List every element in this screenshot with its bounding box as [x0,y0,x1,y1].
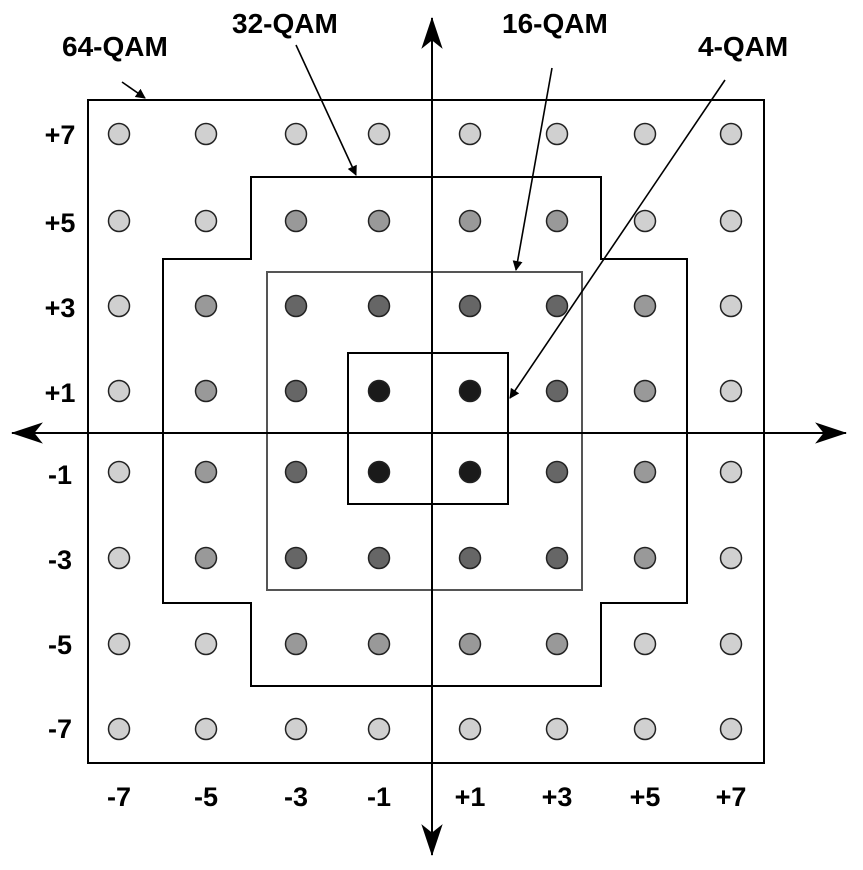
x-tick-label: +3 [542,782,573,812]
constellation-point [284,632,308,656]
constellation-point [107,717,131,741]
constellation-point [194,546,218,570]
constellation-point [633,209,657,233]
constellation-point [367,460,391,484]
x-tick-label: -1 [367,782,391,812]
y-tick-labels: +7 +5 +3 +1 -1 -3 -5 -7 [45,120,76,744]
constellation-point [719,209,743,233]
constellation-point [719,294,743,318]
constellation-point [633,632,657,656]
qam16-label: 16-QAM [502,8,608,39]
qam4-boundary [347,352,509,505]
constellation-point [194,379,218,403]
constellation-point [458,546,482,570]
constellation-point [545,122,569,146]
qam32-label: 32-QAM [232,8,338,39]
constellation-points [107,122,743,741]
constellation-point [458,717,482,741]
constellation-point [545,546,569,570]
constellation-point [545,209,569,233]
constellation-point [458,122,482,146]
constellation-point [107,632,131,656]
x-tick-label: +1 [455,782,486,812]
constellation-point [194,209,218,233]
constellation-point [545,294,569,318]
constellation-point [194,294,218,318]
constellation-point [633,122,657,146]
constellation-point [194,717,218,741]
constellation-point [633,546,657,570]
constellation-point [284,294,308,318]
constellation-point [458,294,482,318]
y-tick-label: -1 [48,460,72,490]
x-tick-labels: -7 -5 -3 -1 +1 +3 +5 +7 [107,782,746,812]
y-tick-label: -3 [48,545,72,575]
constellation-point [458,632,482,656]
constellation-point [194,632,218,656]
constellation-point [719,546,743,570]
y-tick-label: +5 [45,208,76,238]
constellation-point [719,460,743,484]
constellation-point [545,632,569,656]
constellation-point [545,717,569,741]
y-tick-label: -5 [48,630,72,660]
qam32-pointer [295,44,357,176]
constellation-point [367,546,391,570]
constellation-point [367,294,391,318]
constellation-point [107,294,131,318]
qam64-boundary [87,99,765,764]
qam16-boundary [266,271,583,591]
constellation-point [107,460,131,484]
constellation-point [719,717,743,741]
constellation-point [545,379,569,403]
constellation-point [458,209,482,233]
constellation-point [284,379,308,403]
y-tick-label: -7 [48,714,72,744]
constellation-point [367,379,391,403]
constellation-point [719,632,743,656]
constellation-point [284,209,308,233]
constellation-point [284,717,308,741]
qam64-label: 64-QAM [62,31,168,62]
constellation-point [284,122,308,146]
constellation-point [107,209,131,233]
constellation-point [719,122,743,146]
constellation-point [719,379,743,403]
constellation-point [284,460,308,484]
constellation-point [194,460,218,484]
y-tick-label: +1 [45,378,76,408]
constellation-point [367,122,391,146]
qam16-pointer [512,67,553,271]
constellation-point [633,717,657,741]
constellation-point [633,460,657,484]
constellation-point [367,632,391,656]
y-tick-label: +3 [45,293,76,323]
constellation-point [194,122,218,146]
constellation-point [458,379,482,403]
x-tick-label: -7 [107,782,131,812]
qam4-label: 4-QAM [698,31,788,62]
y-tick-label: +7 [45,120,76,150]
x-tick-label: -5 [194,782,218,812]
constellation-point [633,379,657,403]
constellation-point [284,546,308,570]
constellation-point [107,379,131,403]
constellation-point [107,122,131,146]
constellation-point [367,209,391,233]
constellation-point [107,546,131,570]
constellation-point [633,294,657,318]
x-tick-label: -3 [284,782,308,812]
constellation-point [367,717,391,741]
qam32-boundary [162,176,688,687]
constellation-point [545,460,569,484]
x-tick-label: +7 [716,782,747,812]
qam64-pointer [121,81,146,99]
constellation-point [458,460,482,484]
x-tick-label: +5 [630,782,661,812]
qam4-pointer [509,79,726,399]
